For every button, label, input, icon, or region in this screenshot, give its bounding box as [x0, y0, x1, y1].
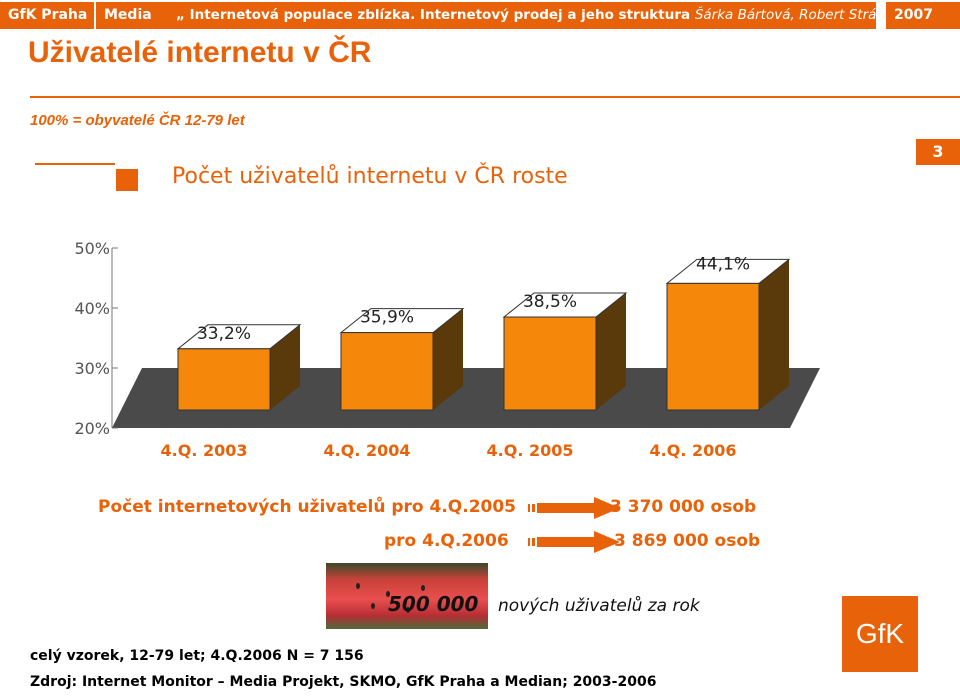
y-tick-label: 30% [74, 359, 110, 378]
info-line1-value: 3 370 000 osob [610, 497, 757, 517]
chart-title: Počet uživatelů internetu v ČR roste [172, 164, 568, 189]
bar-value-label: 33,2% [197, 324, 251, 344]
arrow-right-icon [528, 497, 620, 519]
bar-side [433, 308, 463, 410]
media-tab: Media [96, 2, 172, 29]
highlight-number: 500 000 [388, 592, 479, 616]
bar [177, 348, 271, 411]
x-tick-label: 4.Q. 2005 [487, 441, 574, 460]
gfk-logo: GfK [842, 596, 918, 672]
watermelon-image [326, 563, 488, 629]
y-tick-label: 40% [74, 299, 110, 318]
subtitle-line [35, 163, 115, 165]
x-tick-label: 4.Q. 2003 [161, 441, 248, 460]
page-number: 3 [916, 139, 960, 165]
bar-chart: 20% 30% 40% 50% 33,2% 4.Q. 2003 35,9% 4.Q. 2004… [74, 239, 820, 460]
page-title: Uživatelé internetu v ČR [28, 36, 372, 69]
sample-note: celý vzorek, 12-79 let; 4.Q.2006 N = 7 1… [30, 648, 364, 664]
y-tick-label: 50% [74, 239, 110, 258]
bar [666, 282, 760, 411]
info-line1-label: Počet internetových uživatelů pro 4.Q.20… [98, 497, 517, 517]
source-note: Zdroj: Internet Monitor – Media Projekt,… [30, 674, 657, 690]
bar-side [270, 324, 300, 410]
bar [503, 316, 597, 411]
topic-text: „ Internetová populace zblízka. Internet… [176, 7, 691, 23]
x-tick-label: 4.Q. 2004 [324, 441, 411, 460]
bar-side [596, 293, 626, 410]
y-tick-label: 20% [74, 419, 110, 438]
bar-value-label: 35,9% [360, 308, 414, 328]
x-tick-label: 4.Q. 2006 [650, 441, 737, 460]
brand-tab: GfK Praha [0, 2, 94, 29]
bar-side [759, 259, 789, 410]
bar-value-label: 38,5% [523, 292, 577, 312]
bar-value-label: 44,1% [696, 254, 750, 274]
base-note: 100% = obyvatelé ČR 12-79 let [30, 112, 245, 129]
bar [340, 332, 434, 411]
title-divider [30, 96, 960, 98]
authors-text: Šárka Bártová, Robert Stránský [694, 7, 876, 23]
top-bar: GfK Praha Media „ Internetová populace z… [0, 0, 960, 31]
info-line2-value: 3 869 000 osob [614, 531, 761, 551]
highlight-text: nových uživatelů za rok [498, 596, 700, 616]
subtitle-square-icon [116, 169, 138, 191]
arrow-right-icon [528, 531, 620, 553]
topic-tab: „ Internetová populace zblízka. Internet… [170, 2, 876, 29]
info-line2-label: pro 4.Q.2006 [384, 531, 509, 551]
year-tab: 2007 [886, 2, 960, 29]
